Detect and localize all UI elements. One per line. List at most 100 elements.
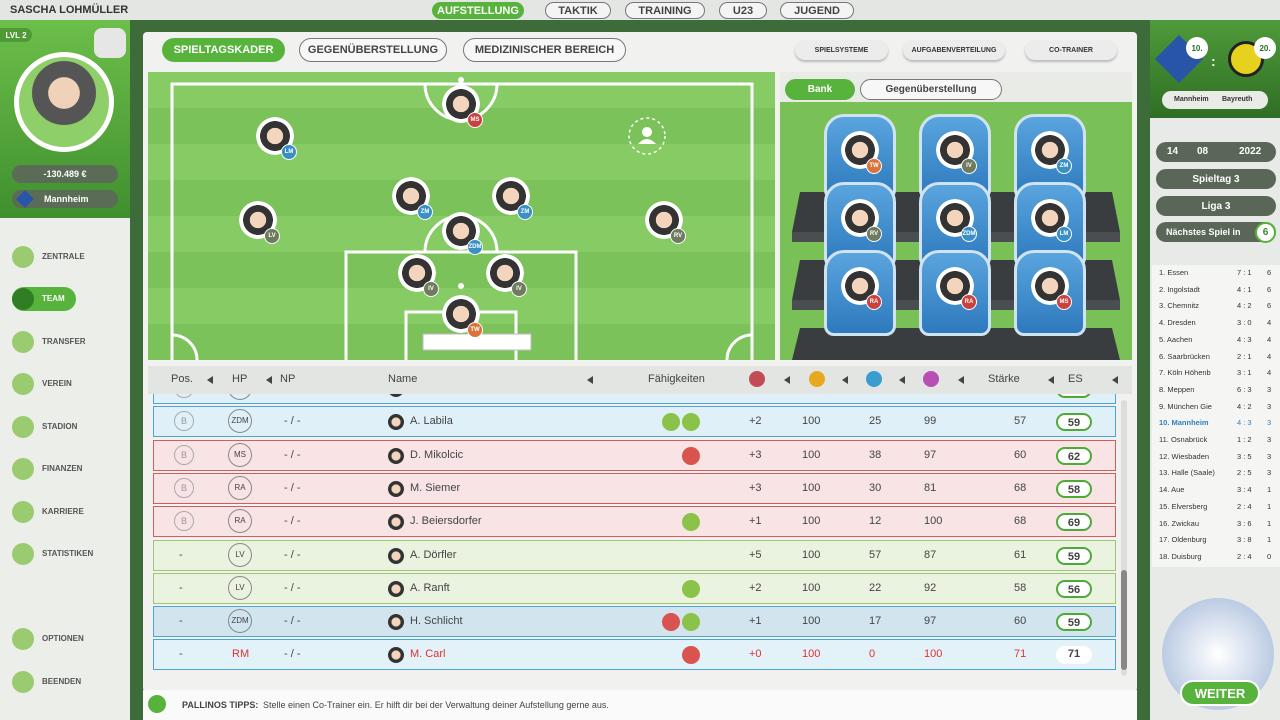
standing-name: 1. Essen [1159, 268, 1189, 277]
column-header[interactable]: HP [232, 373, 248, 385]
cell: 100 [924, 648, 943, 661]
subtab[interactable]: SPIELTAGSKADER [162, 38, 285, 62]
standing-points: 3 [1267, 418, 1272, 428]
menu-item[interactable]: STADION [42, 422, 78, 431]
standing-points: 1 [1267, 535, 1272, 545]
cell: +2 [749, 581, 762, 594]
continue-button[interactable]: WEITER [1180, 680, 1260, 706]
cell: B [174, 444, 194, 465]
cell: 99 [924, 415, 937, 428]
cell: B [174, 511, 194, 532]
cell: 100 [802, 615, 821, 628]
top-tab[interactable]: TAKTIK [545, 2, 611, 19]
standing-score: 6 : 3 [1237, 384, 1252, 394]
cell: +1 [749, 515, 762, 528]
player-row[interactable]: B MS - / - D. Mikolcic +3 100 38 97 60 62 [153, 439, 1116, 471]
standing-score: 2 : 5 [1237, 468, 1252, 478]
player-row[interactable]: - LV - / - A. Ranft +2 100 22 92 58 56 [153, 572, 1116, 604]
player-row[interactable]: - RM - / - M. Carl +0 100 0 100 71 71 [153, 639, 1116, 671]
standing-score: 2 : 1 [1237, 351, 1252, 361]
cell: B [174, 477, 194, 498]
position-badge: ZDM [467, 239, 483, 255]
menu-item[interactable]: FINANZEN [42, 464, 83, 473]
cell: 25 [869, 415, 882, 428]
sort-arrow [784, 376, 790, 384]
cell: 100 [802, 648, 821, 661]
menu-item[interactable]: ZENTRALE [42, 252, 85, 261]
standing-points: 6 [1267, 268, 1272, 277]
standing-points: 6 [1267, 301, 1272, 311]
sort-arrow [587, 376, 593, 384]
skill-icon [682, 579, 700, 598]
tool-button[interactable]: AUFGABENVERTEILUNG [903, 40, 1005, 60]
skill-icon [682, 646, 700, 665]
bench-tab[interactable]: Bank [785, 79, 855, 100]
column-header[interactable]: Name [388, 373, 418, 385]
cell: 81 [924, 481, 937, 494]
standing-points: 3 [1267, 451, 1272, 461]
cell: 59 [1056, 613, 1092, 632]
cell: - / - [284, 581, 301, 594]
column-header[interactable]: NP [280, 373, 296, 385]
standing-name: 18. Duisburg [1159, 551, 1202, 561]
cell: - / - [284, 415, 301, 428]
cell: 12 [869, 515, 882, 528]
column-header[interactable]: Stärke [988, 373, 1020, 385]
menu-item[interactable]: TEAM [42, 294, 65, 303]
cell: 17 [869, 615, 882, 628]
cell: 22 [869, 581, 882, 594]
cell: 100 [802, 481, 821, 494]
standing-score: 2 : 4 [1237, 501, 1252, 511]
subtab[interactable]: MEDIZINISCHER BEREICH [463, 38, 626, 62]
league: Liga 3 [1156, 196, 1276, 216]
top-tab[interactable]: AUFSTELLUNG [432, 2, 524, 19]
player-row[interactable]: - ZDM - / - H. Schlicht +1 100 17 97 60 59 [153, 606, 1116, 638]
cell: 58 [1014, 581, 1027, 594]
tool-button[interactable]: CO-TRAINER [1025, 40, 1117, 60]
menu-item[interactable]: OPTIONEN [42, 634, 84, 643]
top-tab[interactable]: U23 [719, 2, 767, 19]
cell: ZM [228, 394, 252, 400]
menu-item[interactable]: KARRIERE [42, 507, 84, 516]
standing-score: 3 : 1 [1237, 368, 1252, 378]
cell: 71 [1014, 648, 1027, 661]
tool-button[interactable]: SPIELSYSTEME [795, 40, 888, 60]
standing-score: 4 : 3 [1237, 418, 1252, 428]
menu-item[interactable]: STATISTIKEN [42, 549, 94, 558]
subtab[interactable]: GEGENÜBERSTELLUNG [299, 38, 447, 62]
sort-arrow [958, 376, 964, 384]
cell: M. Carl [410, 648, 446, 661]
cell: 100 [802, 548, 821, 561]
cell: B [174, 411, 194, 432]
player-row[interactable]: BZM- / -F. Weimann+410048996165 [153, 394, 1116, 404]
cell: 100 [802, 515, 821, 528]
player-row[interactable]: B ZDM - / - A. Labila +2 100 25 99 57 59 [153, 406, 1116, 438]
menu-item[interactable]: BEENDEN [42, 677, 82, 686]
position-badge: MS [1056, 294, 1072, 310]
cell: 68 [1014, 515, 1027, 528]
cell: 58 [1056, 479, 1092, 498]
cell: 92 [924, 581, 937, 594]
player-row[interactable]: B RA - / - M. Siemer +3 100 30 81 68 58 [153, 472, 1116, 504]
menu-item[interactable]: VEREIN [42, 379, 72, 388]
top-tab[interactable]: TRAINING [625, 2, 705, 19]
cell: 100 [802, 415, 821, 428]
column-header[interactable]: Fähigkeiten [648, 373, 705, 385]
cell: A. Ranft [410, 581, 450, 594]
column-header[interactable]: Pos. [171, 373, 194, 385]
player-avatar [388, 547, 404, 564]
cell: RA [228, 509, 252, 534]
skill-icon [662, 613, 680, 632]
matchday: Spieltag 3 [1156, 169, 1276, 189]
column-header[interactable]: ES [1068, 373, 1083, 385]
menu-icon [12, 671, 34, 693]
player-row[interactable]: - LV - / - A. Dörfler +5 100 57 87 61 59 [153, 539, 1116, 571]
position-badge: MS [467, 112, 483, 128]
player-row[interactable]: B RA - / - J. Beiersdorfer +1 100 12 100 68 69 [153, 506, 1116, 538]
menu-item[interactable]: TRANSFER [42, 337, 86, 346]
top-tab[interactable]: JUGEND [780, 2, 854, 19]
cell: A. Labila [410, 415, 453, 428]
cell: 0 [869, 648, 876, 661]
player-avatar [388, 647, 404, 664]
bench-tab[interactable]: Gegenüberstellung [860, 79, 1002, 100]
